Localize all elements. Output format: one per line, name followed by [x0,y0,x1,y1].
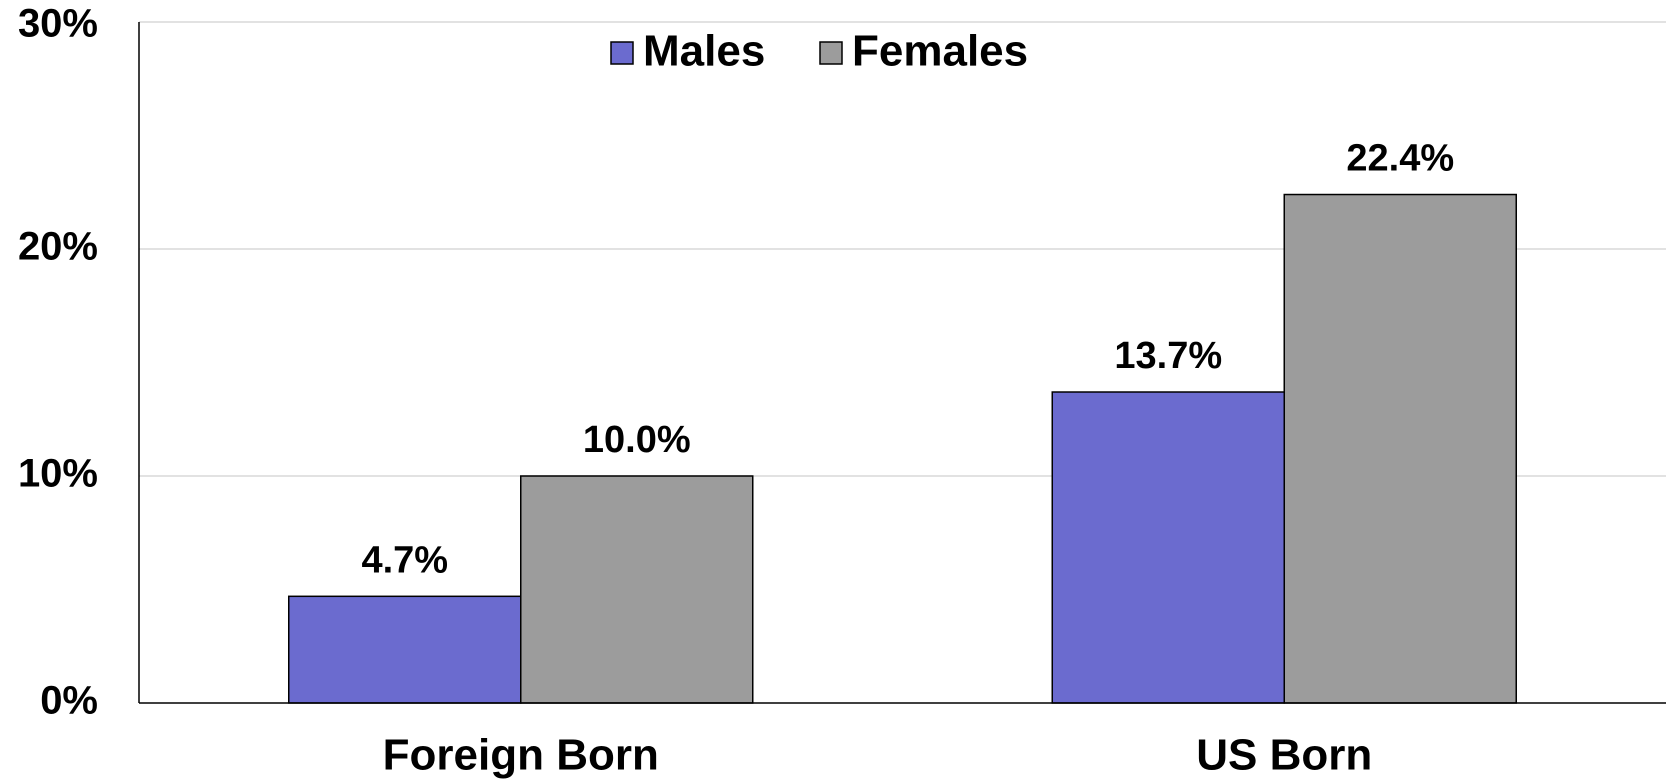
x-tick-label: US Born [1196,731,1372,779]
bar [520,475,754,704]
legend-swatch [610,41,634,65]
y-tick-label: 0% [40,679,98,723]
bar [1051,391,1285,704]
data-label: 13.7% [1114,335,1222,377]
bar [1283,193,1517,704]
y-tick-label: 20% [18,225,98,269]
data-label: 10.0% [583,419,691,461]
legend-label: Males [643,27,765,76]
x-tick-label: Foreign Born [383,731,659,779]
data-label: 4.7% [361,539,448,581]
y-tick-label: 10% [18,452,98,496]
y-tick-label: 30% [18,2,98,46]
legend-swatch [819,41,843,65]
legend-label: Females [852,27,1028,76]
bar [288,595,522,704]
data-label: 22.4% [1346,138,1454,180]
